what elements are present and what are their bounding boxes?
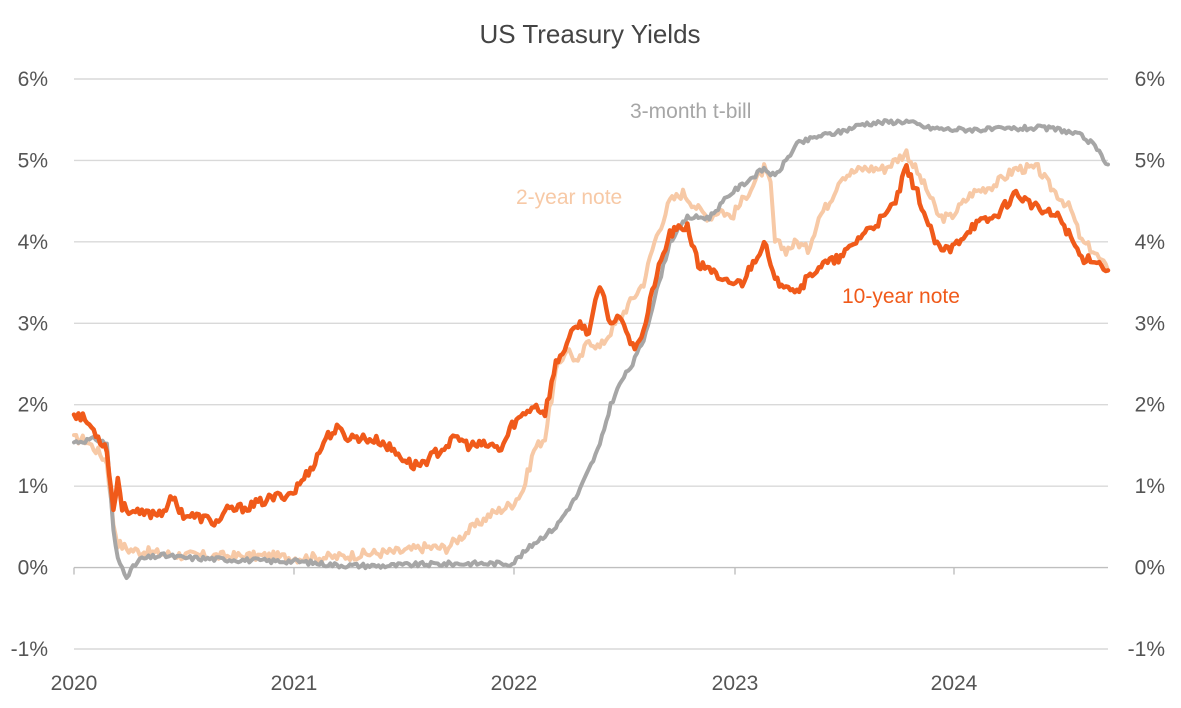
series-line-3-month-t-bill (72, 118, 1110, 580)
y-tick-label-left: 2% (18, 394, 48, 417)
y-tick-label-left: -1% (11, 638, 48, 661)
y-tick-label-right: -1% (1128, 638, 1165, 661)
y-tick-label-left: 5% (18, 149, 48, 172)
x-tick-label: 2021 (271, 672, 318, 695)
x-tick-label: 2022 (491, 672, 538, 695)
y-tick-label-right: 1% (1135, 475, 1165, 498)
x-tick-label: 2020 (51, 672, 98, 695)
series-line-2-year-note (72, 148, 1110, 565)
y-tick-label-right: 6% (1135, 68, 1165, 91)
y-tick-label-right: 4% (1135, 231, 1165, 254)
x-tick-label: 2024 (931, 672, 978, 695)
chart-title: US Treasury Yields (479, 19, 700, 49)
series-label-10-year-note: 10-year note (842, 285, 960, 308)
gridlines (74, 78, 1108, 650)
y-tick-label-right: 5% (1135, 149, 1165, 172)
x-tick-label: 2023 (712, 672, 759, 695)
series-lines (71, 118, 1111, 580)
series-label-3-month-t-bill: 3-month t-bill (630, 100, 751, 123)
axes: -1% -1% 0% 0% 1% 1% 2% 2% 3% 3% 4% 4% 5% 5% 6% 6% 2020 20… (11, 68, 1165, 695)
y-tick-label-left: 0% (18, 557, 48, 580)
y-tick-label-right: 0% (1135, 557, 1165, 580)
y-tick-label-left: 6% (18, 68, 48, 91)
y-tick-label-left: 1% (18, 475, 48, 498)
series-labels: 3-month t-bill 2-year note 10-year note (516, 100, 960, 308)
y-tick-label-right: 2% (1135, 394, 1165, 417)
y-tick-label-left: 4% (18, 231, 48, 254)
y-tick-label-right: 3% (1135, 312, 1165, 335)
series-line-10-year-note (71, 162, 1111, 528)
series-label-2-year-note: 2-year note (516, 186, 622, 209)
y-tick-label-left: 3% (18, 312, 48, 335)
